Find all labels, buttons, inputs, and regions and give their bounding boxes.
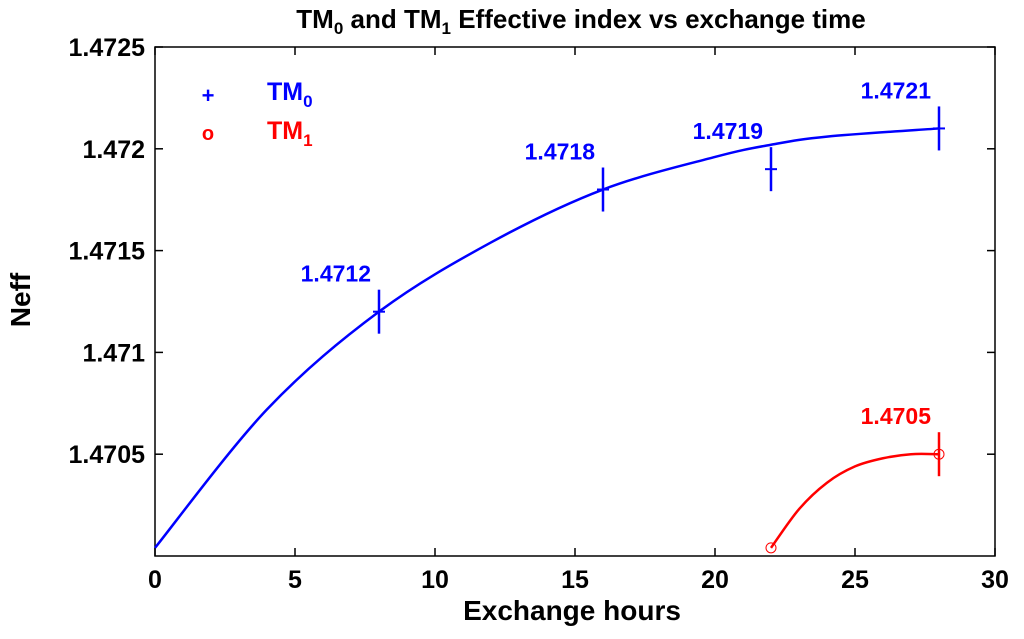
chart-title-prefix: TM xyxy=(296,4,334,34)
data-label: 1.4721 xyxy=(861,77,932,103)
x-tick-label: 30 xyxy=(981,566,1009,594)
data-label: 1.4718 xyxy=(525,139,596,165)
legend: + TM0 o TM1 xyxy=(202,78,313,150)
chart-title-sub1: 1 xyxy=(442,19,451,38)
data-label: 1.4712 xyxy=(301,261,371,287)
x-tick-label: 15 xyxy=(561,566,589,594)
data-point-circle xyxy=(765,542,777,554)
chart-title-sub0: 0 xyxy=(334,19,343,38)
y-tick-label: 1.471 xyxy=(82,339,145,367)
y-tick-label: 1.4705 xyxy=(69,441,146,469)
plot-area: 0 5 10 15 20 25 30 1.4705 1.471 1.4715 1.472 1.4725… xyxy=(69,34,1009,594)
series-line-tm1 xyxy=(769,452,940,549)
chart-title: TM0 and TM1 Effective index vs exchange … xyxy=(296,4,865,38)
series-line-tm0 xyxy=(154,127,940,549)
chart-title-suffix: Effective index vs exchange time xyxy=(451,4,866,34)
legend-marker-tm0: + xyxy=(202,83,215,108)
chart-title-mid: and TM xyxy=(343,4,441,34)
legend-label-tm1: TM1 xyxy=(267,117,313,150)
legend-marker-tm1: o xyxy=(202,123,214,145)
x-axis-label: Exchange hours xyxy=(463,595,681,626)
x-tick-label: 10 xyxy=(421,566,449,594)
data-point-circle xyxy=(933,448,945,460)
y-tick-label: 1.4725 xyxy=(69,34,146,62)
x-tick-label: 20 xyxy=(701,566,729,594)
x-tick-label: 5 xyxy=(288,566,302,594)
y-tick-label: 1.472 xyxy=(82,136,145,164)
data-label: 1.4719 xyxy=(693,118,763,144)
x-tick-label: 0 xyxy=(148,566,162,594)
y-tick-label: 1.4715 xyxy=(69,238,146,266)
x-tick-label: 25 xyxy=(841,566,869,594)
legend-label-tm0: TM0 xyxy=(267,78,313,111)
data-label: 1.4705 xyxy=(861,403,932,429)
y-axis-label: Neff xyxy=(5,272,36,327)
